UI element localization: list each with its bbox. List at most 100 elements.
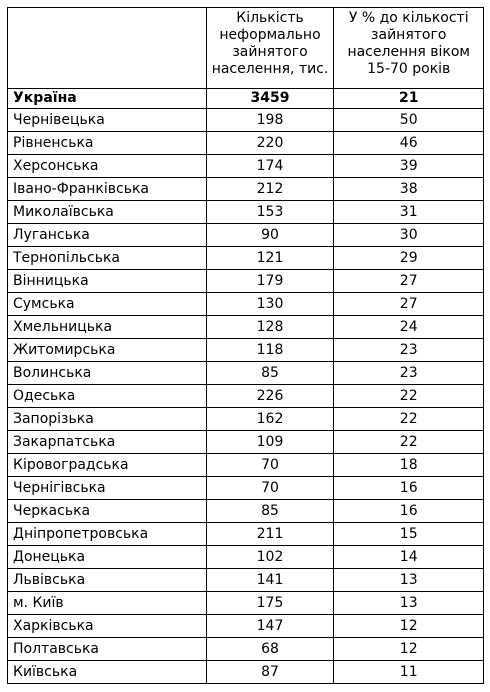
informal-count: 70 bbox=[205, 476, 335, 500]
region-name: Миколаївська bbox=[7, 200, 207, 224]
header-region bbox=[7, 7, 207, 89]
region-name: Житомирська bbox=[7, 338, 207, 362]
region-name: Харківська bbox=[7, 614, 207, 638]
region-name: Вінницька bbox=[7, 269, 207, 293]
table-row: Луганська 90 30 bbox=[7, 223, 484, 247]
informal-count: 85 bbox=[205, 499, 335, 523]
table-row: Чернігівська 70 16 bbox=[7, 476, 484, 500]
region-name: Полтавська bbox=[7, 637, 207, 661]
region-name: Луганська bbox=[7, 223, 207, 247]
informal-percent: 18 bbox=[333, 453, 484, 477]
informal-percent: 11 bbox=[333, 660, 484, 684]
table-row: Дніпропетровська 211 15 bbox=[7, 522, 484, 546]
informal-percent: 12 bbox=[333, 614, 484, 638]
table-row: Івано-Франківська 212 38 bbox=[7, 177, 484, 201]
informal-percent: 39 bbox=[333, 154, 484, 178]
table-row: м. Київ 175 13 bbox=[7, 591, 484, 615]
region-name: Чернігівська bbox=[7, 476, 207, 500]
informal-percent: 50 bbox=[333, 108, 484, 132]
region-name: Донецька bbox=[7, 545, 207, 569]
total-row: Україна 3459 21 bbox=[7, 88, 484, 109]
informal-count: 130 bbox=[205, 292, 335, 316]
informal-percent: 38 bbox=[333, 177, 484, 201]
table-row: Хмельницька 128 24 bbox=[7, 315, 484, 339]
table-row: Львівська 141 13 bbox=[7, 568, 484, 592]
region-name: Волинська bbox=[7, 361, 207, 385]
table-row: Тернопільська 121 29 bbox=[7, 246, 484, 270]
table-row: Вінницька 179 27 bbox=[7, 269, 484, 293]
informal-count: 68 bbox=[205, 637, 335, 661]
region-name: Чернівецька bbox=[7, 108, 207, 132]
informal-count: 220 bbox=[205, 131, 335, 155]
header-count: Кількість неформально зайнятого населенн… bbox=[205, 7, 335, 89]
informal-percent: 30 bbox=[333, 223, 484, 247]
region-name: м. Київ bbox=[7, 591, 207, 615]
informal-percent: 22 bbox=[333, 407, 484, 431]
informal-count: 141 bbox=[205, 568, 335, 592]
informal-count: 174 bbox=[205, 154, 335, 178]
region-name: Рівненська bbox=[7, 131, 207, 155]
informal-percent: 21 bbox=[333, 88, 484, 109]
table-row: Кіровоградська 70 18 bbox=[7, 453, 484, 477]
table-row: Рівненська 220 46 bbox=[7, 131, 484, 155]
informal-count: 121 bbox=[205, 246, 335, 270]
region-name: Черкаська bbox=[7, 499, 207, 523]
informal-count: 198 bbox=[205, 108, 335, 132]
informal-count: 109 bbox=[205, 430, 335, 454]
region-name: Дніпропетровська bbox=[7, 522, 207, 546]
informal-count: 87 bbox=[205, 660, 335, 684]
informal-count: 147 bbox=[205, 614, 335, 638]
table-row: Київська 87 11 bbox=[7, 660, 484, 684]
informal-count: 128 bbox=[205, 315, 335, 339]
informal-percent: 29 bbox=[333, 246, 484, 270]
table-row: Харківська 147 12 bbox=[7, 614, 484, 638]
table-row: Запорізька 162 22 bbox=[7, 407, 484, 431]
informal-percent: 13 bbox=[333, 591, 484, 615]
informal-count: 70 bbox=[205, 453, 335, 477]
informal-count: 153 bbox=[205, 200, 335, 224]
region-name: Київська bbox=[7, 660, 207, 684]
table-row: Донецька 102 14 bbox=[7, 545, 484, 569]
region-name: Львівська bbox=[7, 568, 207, 592]
informal-percent: 22 bbox=[333, 384, 484, 408]
informal-percent: 24 bbox=[333, 315, 484, 339]
header-percent: У % до кількості зайнятого населення вік… bbox=[333, 7, 484, 89]
informal-count: 226 bbox=[205, 384, 335, 408]
table-row: Одеська 226 22 bbox=[7, 384, 484, 408]
region-name: Херсонська bbox=[7, 154, 207, 178]
table-row: Волинська 85 23 bbox=[7, 361, 484, 385]
region-name: Україна bbox=[7, 88, 207, 109]
region-name: Івано-Франківська bbox=[7, 177, 207, 201]
region-name: Сумська bbox=[7, 292, 207, 316]
table-row: Чернівецька 198 50 bbox=[7, 108, 484, 132]
informal-percent: 46 bbox=[333, 131, 484, 155]
informal-count: 162 bbox=[205, 407, 335, 431]
informal-percent: 16 bbox=[333, 476, 484, 500]
informal-count: 102 bbox=[205, 545, 335, 569]
informal-percent: 31 bbox=[333, 200, 484, 224]
informal-percent: 23 bbox=[333, 338, 484, 362]
informal-employment-table: Кількість неформально зайнятого населенн… bbox=[7, 7, 484, 684]
informal-percent: 27 bbox=[333, 269, 484, 293]
informal-count: 118 bbox=[205, 338, 335, 362]
informal-count: 211 bbox=[205, 522, 335, 546]
table-row: Херсонська 174 39 bbox=[7, 154, 484, 178]
table-row: Миколаївська 153 31 bbox=[7, 200, 484, 224]
informal-count: 212 bbox=[205, 177, 335, 201]
informal-percent: 15 bbox=[333, 522, 484, 546]
informal-count: 175 bbox=[205, 591, 335, 615]
informal-percent: 12 bbox=[333, 637, 484, 661]
region-name: Запорізька bbox=[7, 407, 207, 431]
informal-percent: 13 bbox=[333, 568, 484, 592]
region-name: Закарпатська bbox=[7, 430, 207, 454]
table-row: Житомирська 118 23 bbox=[7, 338, 484, 362]
informal-percent: 23 bbox=[333, 361, 484, 385]
region-name: Тернопільська bbox=[7, 246, 207, 270]
header-row: Кількість неформально зайнятого населенн… bbox=[7, 7, 484, 89]
region-name: Кіровоградська bbox=[7, 453, 207, 477]
table-row: Закарпатська 109 22 bbox=[7, 430, 484, 454]
informal-percent: 27 bbox=[333, 292, 484, 316]
informal-count: 3459 bbox=[205, 88, 335, 109]
informal-count: 179 bbox=[205, 269, 335, 293]
region-name: Одеська bbox=[7, 384, 207, 408]
